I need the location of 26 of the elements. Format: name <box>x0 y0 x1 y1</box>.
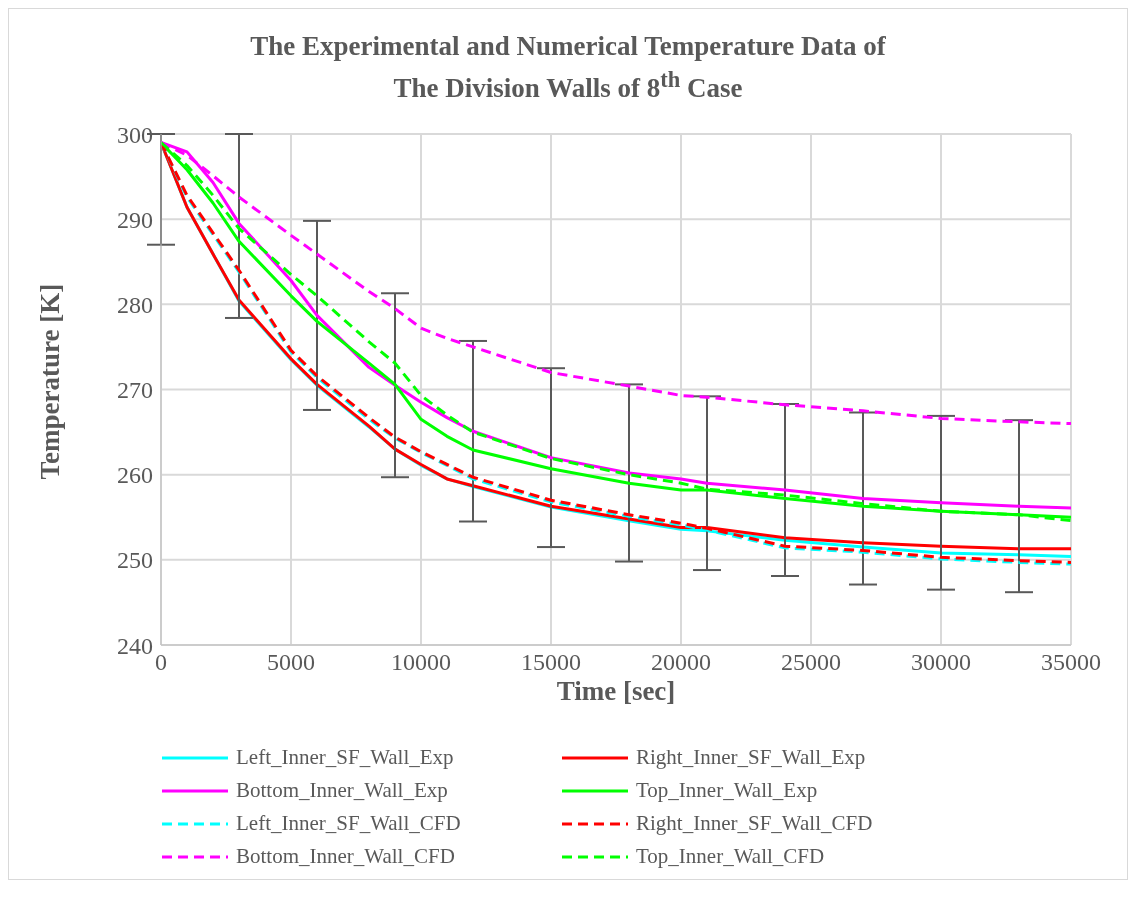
y-tick-label: 290 <box>117 206 153 233</box>
x-tick-label: 10000 <box>391 649 451 676</box>
y-tick-label: 250 <box>117 547 153 574</box>
legend-label: Right_Inner_SF_Wall_CFD <box>636 811 873 836</box>
chart-title: The Experimental and Numerical Temperature Data of The Division Walls of 8$^{th}$ Case <box>249 30 887 105</box>
legend-label: Top_Inner_Wall_Exp <box>636 778 818 803</box>
y-tick-label: 280 <box>117 291 153 318</box>
x-tick-label: 35000 <box>1041 649 1101 676</box>
legend-label: Left_Inner_SF_Wall_Exp <box>236 745 454 770</box>
x-tick-label: 0 <box>155 649 167 676</box>
x-tick-label: 15000 <box>521 649 581 676</box>
x-tick-label: 30000 <box>911 649 971 676</box>
legend-label: Bottom_Inner_Wall_Exp <box>236 778 448 803</box>
legend-label: Left_Inner_SF_Wall_CFD <box>236 811 461 836</box>
x-tick-label: 5000 <box>267 649 315 676</box>
legend-label: Top_Inner_Wall_CFD <box>636 844 825 869</box>
y-tick-label: 240 <box>117 632 153 659</box>
y-tick-label: 300 <box>117 121 153 148</box>
legend-label: Right_Inner_SF_Wall_Exp <box>636 745 866 770</box>
y-tick-label: 260 <box>117 462 153 489</box>
y-axis-title: Temperature [K] <box>34 283 65 480</box>
x-axis-title: Time [sec] <box>556 676 676 706</box>
x-tick-label: 20000 <box>651 649 711 676</box>
legend-label: Bottom_Inner_Wall_CFD <box>236 844 455 869</box>
y-tick-label: 270 <box>117 377 153 404</box>
x-tick-label: 25000 <box>781 649 841 676</box>
